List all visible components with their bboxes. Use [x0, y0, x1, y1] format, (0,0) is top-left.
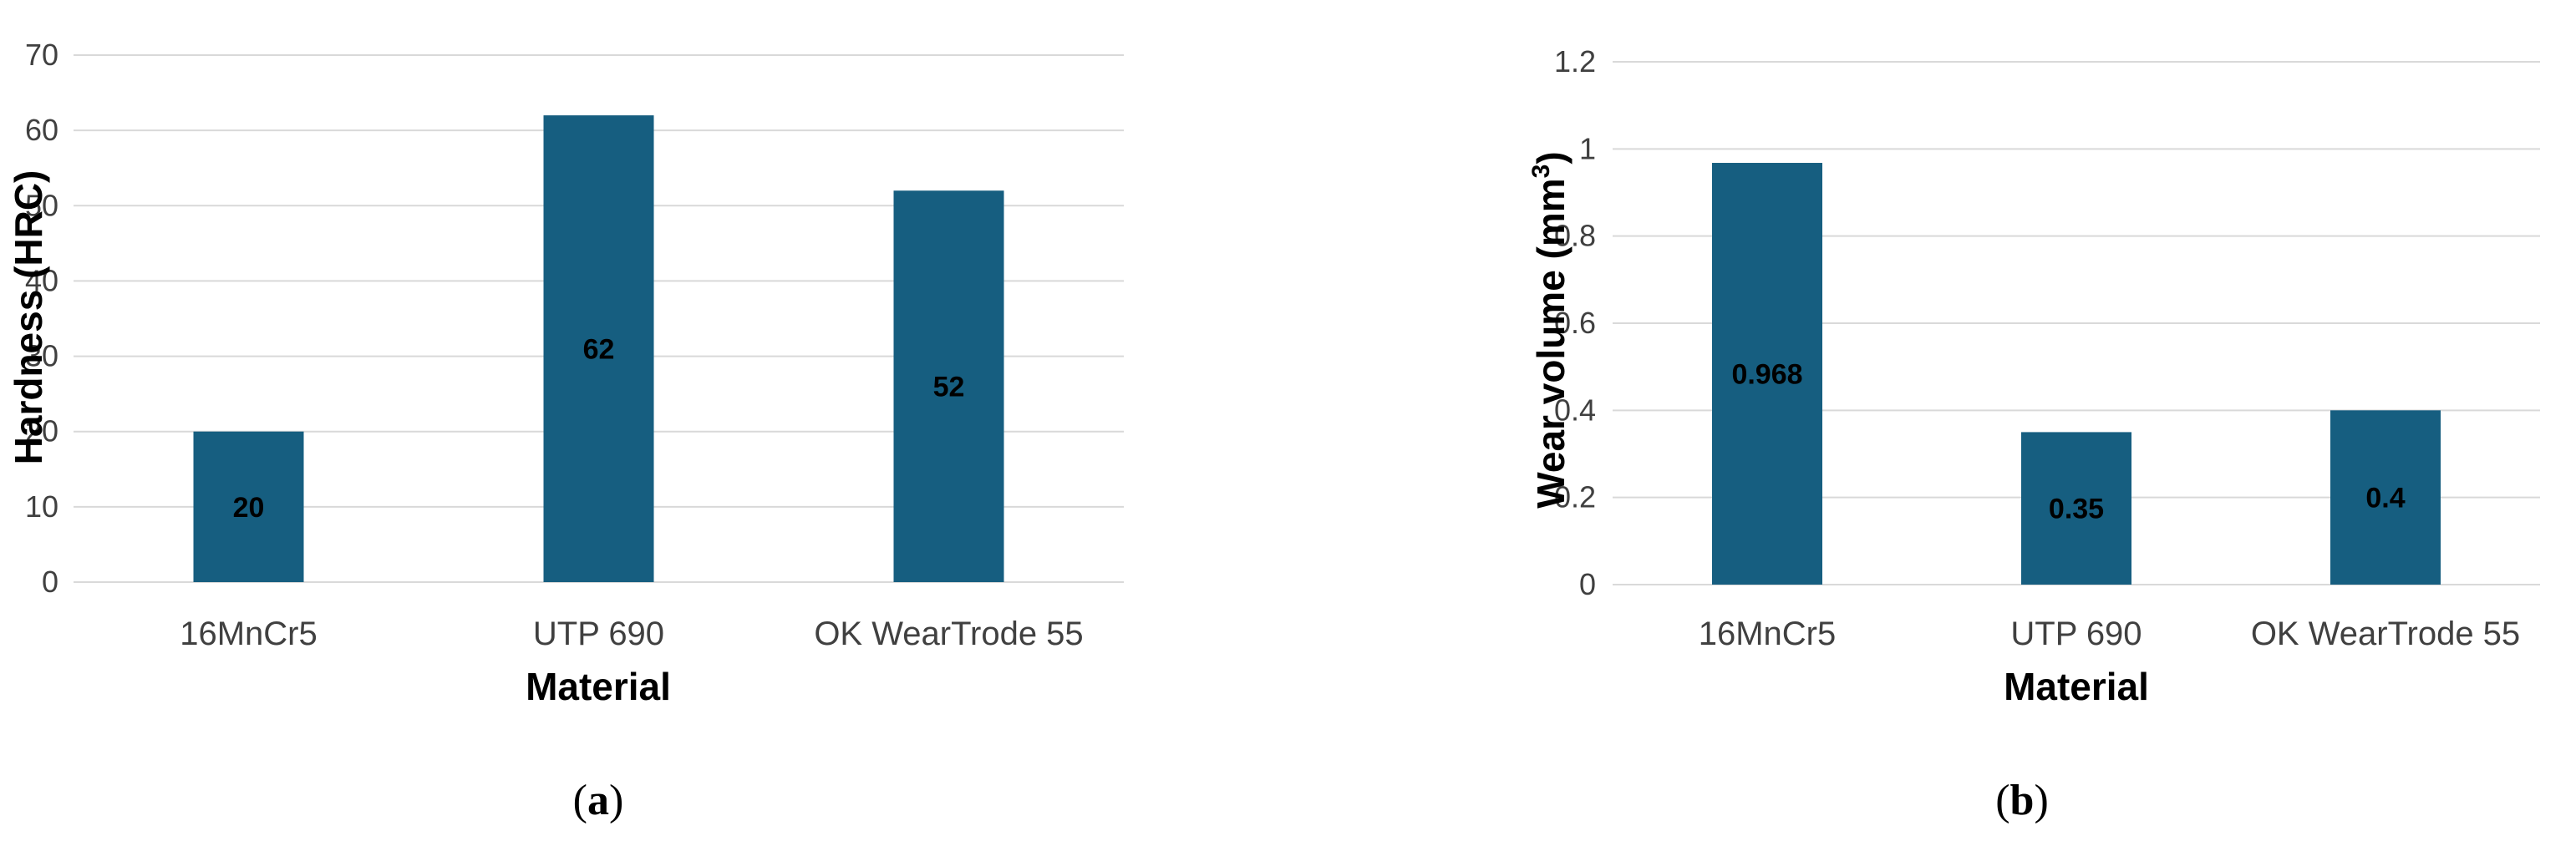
- panel-label-b: (b): [1995, 777, 2049, 824]
- hardness-bar: [193, 431, 304, 582]
- panel-letter-b: b: [2010, 777, 2035, 824]
- wear-y-axis-title: Wear volume (mm3): [1527, 151, 1573, 508]
- wear-data-labels: 0.968 0.35 0.4: [1731, 359, 2405, 525]
- wear-data-label: 0.35: [2049, 494, 2104, 525]
- wear-y-tick-label: 0.6: [1554, 306, 1596, 340]
- hardness-y-tick-label: 40: [25, 263, 58, 297]
- hardness-y-ticks: 0 10 20 30 40 50 60 70: [25, 38, 58, 599]
- hardness-y-tick-label: 10: [25, 489, 58, 524]
- hardness-y-axis-title: Hardness (HRC): [7, 170, 50, 465]
- hardness-bar: [543, 115, 654, 583]
- wear-data-label: 0.4: [2365, 483, 2405, 514]
- wear-data-label: 0.968: [1731, 359, 1802, 391]
- wear-bar: [2021, 432, 2131, 585]
- wear-y-tick-label: 1.2: [1554, 44, 1596, 79]
- hardness-category-label: UTP 690: [533, 616, 664, 652]
- wear-bar: [2330, 410, 2441, 585]
- wear-y-axis-title-superscript: 3: [1527, 165, 1555, 179]
- hardness-data-label: 20: [233, 492, 265, 524]
- hardness-data-labels: 20 62 52: [233, 334, 965, 524]
- panel-letter-a: a: [587, 777, 609, 824]
- wear-y-ticks: 0 0.2 0.4 0.6 0.8 1 1.2: [1554, 44, 1596, 601]
- hardness-y-tick-label: 20: [25, 414, 58, 448]
- wear-category-label: 16MnCr5: [1699, 616, 1837, 652]
- hardness-data-label: 52: [933, 372, 965, 403]
- wear-category-label: UTP 690: [2010, 616, 2142, 652]
- hardness-category-label: OK WearTrode 55: [814, 616, 1083, 652]
- hardness-chart: 0 10 20 30 40 50 60 70 20 62 52 16MnCr5 UTP 690 OK …: [7, 38, 1124, 824]
- wear-bar: [1712, 163, 1822, 585]
- wear-x-ticks: 16MnCr5 UTP 690 OK WearTrode 55: [1699, 616, 2520, 652]
- hardness-bars: [193, 115, 1004, 583]
- wear-y-axis-title-suffix: ): [1529, 151, 1573, 164]
- panel-label-a: (a): [573, 777, 624, 824]
- hardness-y-tick-label: 60: [25, 113, 58, 147]
- hardness-bar: [893, 190, 1004, 582]
- hardness-y-tick-label: 70: [25, 38, 58, 72]
- wear-category-label: OK WearTrode 55: [2251, 616, 2520, 652]
- wear-y-axis-title-text: Wear volume (mm: [1529, 178, 1573, 508]
- wear-bars: [1712, 163, 2441, 585]
- hardness-y-tick-label: 30: [25, 339, 58, 373]
- hardness-category-label: 16MnCr5: [180, 616, 318, 652]
- wear-y-tick-label: 0.8: [1554, 219, 1596, 253]
- wear-x-axis-title: Material: [2004, 665, 2149, 708]
- wear-y-tick-label: 0.2: [1554, 480, 1596, 514]
- hardness-x-axis-title: Material: [526, 665, 671, 708]
- wear-y-tick-label: 0: [1579, 567, 1596, 601]
- wear-volume-chart: 0 0.2 0.4 0.6 0.8 1 1.2 0.968 0.35 0.4 16MnCr5 UT…: [1527, 44, 2540, 824]
- hardness-y-tick-label: 0: [42, 565, 58, 599]
- hardness-data-label: 62: [583, 334, 615, 366]
- hardness-y-tick-label: 50: [25, 188, 58, 222]
- wear-y-tick-label: 1: [1579, 131, 1596, 165]
- hardness-x-ticks: 16MnCr5 UTP 690 OK WearTrode 55: [180, 616, 1083, 652]
- wear-y-tick-label: 0.4: [1554, 393, 1596, 427]
